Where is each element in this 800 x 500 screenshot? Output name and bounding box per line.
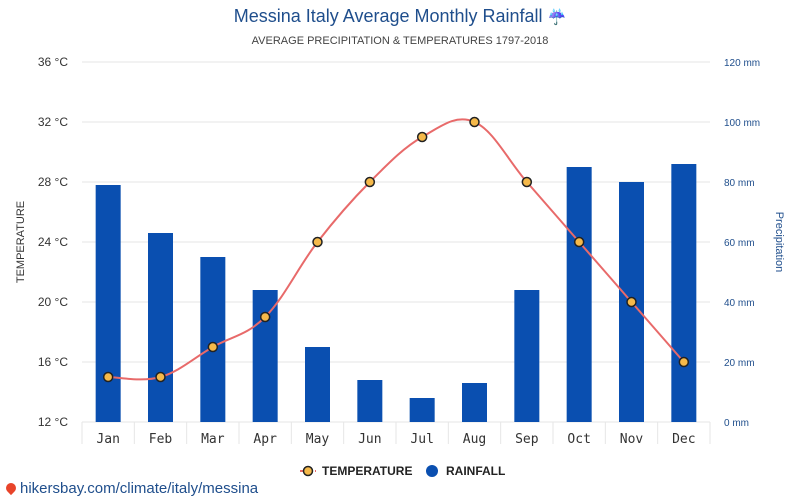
x-tick-label: Jun <box>358 432 381 447</box>
left-tick-label: 32 °C <box>38 115 68 129</box>
rainfall-bar <box>357 380 383 422</box>
right-axis-title: Precipitation <box>773 212 785 273</box>
rainfall-bar <box>148 233 173 422</box>
x-tick-label: Aug <box>463 432 486 447</box>
right-tick-label: 20 mm <box>724 358 755 369</box>
left-tick-label: 28 °C <box>38 175 68 189</box>
rainfall-bar <box>514 290 540 422</box>
legend-rainfall-swatch <box>426 465 438 477</box>
left-tick-label: 20 °C <box>38 295 68 309</box>
left-tick-label: 36 °C <box>38 55 68 69</box>
x-tick-label: Sep <box>515 432 539 447</box>
legend-temperature-marker <box>302 465 314 477</box>
x-tick-label: Jul <box>410 432 433 447</box>
temperature-point <box>469 116 480 128</box>
x-tick-label: May <box>306 432 330 447</box>
x-tick-label: Dec <box>672 432 695 447</box>
temperature-point <box>416 131 428 143</box>
left-tick-label: 16 °C <box>38 355 68 369</box>
x-tick-label: Oct <box>567 432 590 447</box>
rainfall-bar <box>252 290 278 422</box>
temperature-point <box>259 311 271 323</box>
x-tick-label: Jan <box>96 432 119 447</box>
x-tick-label: Apr <box>253 432 277 447</box>
chart-title: Messina Italy Average Monthly Rainfall ☔ <box>0 6 800 27</box>
temperature-point <box>678 356 690 368</box>
temperature-point <box>155 371 166 383</box>
temperature-point <box>207 341 219 353</box>
right-tick-label: 0 mm <box>724 418 749 429</box>
temperature-point <box>573 236 585 248</box>
x-tick-label: Feb <box>149 432 173 447</box>
right-tick-label: 80 mm <box>724 178 755 189</box>
temperature-line <box>108 118 685 381</box>
temperature-point <box>521 176 533 188</box>
legend-temperature-label: TEMPERATURE <box>322 464 412 478</box>
right-tick-label: 100 mm <box>724 118 760 129</box>
temperature-point <box>102 371 114 383</box>
right-tick-label: 120 mm <box>724 58 760 69</box>
left-tick-label: 24 °C <box>38 235 68 249</box>
left-axis-title: TEMPERATURE <box>15 201 27 283</box>
left-tick-label: 12 °C <box>38 415 68 429</box>
x-tick-label: Mar <box>201 432 225 447</box>
temperature-point <box>364 176 376 188</box>
rainfall-bar <box>671 164 697 422</box>
chart-title-text: Messina Italy Average Monthly Rainfall <box>233 6 543 26</box>
rainfall-bar <box>566 167 592 422</box>
temperature-point <box>626 296 637 308</box>
temperature-point <box>312 236 323 248</box>
rainfall-bar <box>200 257 226 422</box>
right-tick-label: 60 mm <box>724 238 755 249</box>
right-tick-label: 40 mm <box>724 298 755 309</box>
rainfall-bar <box>462 383 487 422</box>
location-pin-icon <box>3 480 19 495</box>
legend-rainfall-label: RAINFALL <box>446 464 505 478</box>
chart-subtitle: AVERAGE PRECIPITATION & TEMPERATURES 179… <box>251 35 549 47</box>
x-tick-label: Nov <box>620 432 644 447</box>
rainfall-bar <box>305 347 330 422</box>
rainfall-bar <box>95 185 121 422</box>
umbrella-rain-icon: ☔ <box>547 9 567 26</box>
rainfall-bar <box>409 398 435 422</box>
climate-chart: 12 °C 16 °C 20 °C 24 °C 28 °C 32 °C 36 °C 0 mm 2… <box>15 55 785 478</box>
source-link-wrapper: hikersbay.com/climate/italy/messina <box>3 480 259 497</box>
source-link[interactable]: hikersbay.com/climate/italy/messina <box>20 480 259 497</box>
